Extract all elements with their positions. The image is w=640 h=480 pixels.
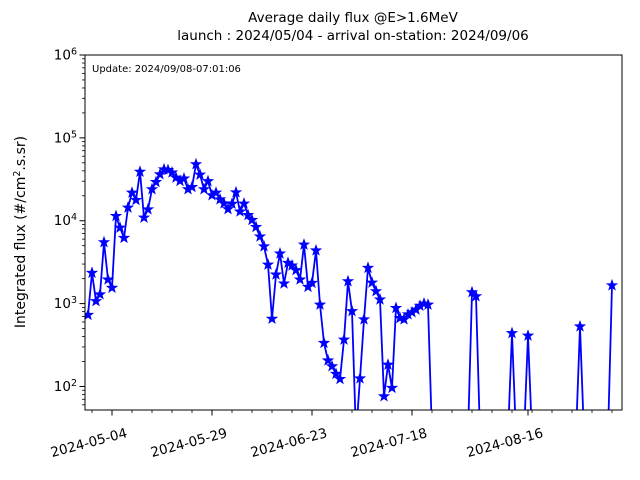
star-marker: [357, 312, 371, 325]
x-axis-major-ticks: 2024-05-04 2024-05-29 2024-06-23 2024-07-18…: [49, 410, 545, 461]
star-marker: [269, 268, 283, 280]
star-marker: [369, 284, 383, 297]
y-axis-label: Integrated flux (#/cm2.s.sr): [12, 136, 29, 328]
star-marker: [257, 239, 271, 252]
star-marker: [93, 287, 107, 300]
star-marker: [141, 202, 155, 215]
star-marker: [85, 308, 95, 321]
star-marker: [229, 185, 243, 198]
star-marker: [373, 293, 387, 305]
star-marker: [225, 197, 239, 210]
star-marker: [137, 211, 151, 223]
star-marker: [397, 312, 411, 325]
update-timestamp-annotation: Update: 2024/09/08-07:01:06: [92, 64, 241, 75]
star-marker: [145, 182, 159, 195]
flux-line: [87, 163, 613, 410]
star-marker: [341, 274, 355, 287]
star-marker: [89, 294, 103, 307]
star-marker: [573, 319, 587, 332]
x-tick-label: 2024-05-29: [149, 425, 229, 461]
y-tick-label: 105: [54, 129, 77, 146]
star-marker: [177, 172, 191, 184]
chart-title: Average daily flux @E>1.6MeV: [248, 10, 458, 26]
star-marker: [261, 258, 275, 270]
star-marker: [321, 353, 335, 366]
star-marker: [421, 298, 435, 310]
star-marker: [149, 175, 163, 188]
y-tick-label: 104: [54, 212, 77, 229]
y-tick-label: 103: [54, 295, 77, 312]
star-marker: [377, 389, 391, 402]
star-marker: [189, 157, 203, 170]
star-marker: [165, 166, 179, 178]
star-marker: [233, 205, 247, 217]
star-marker: [289, 263, 303, 276]
star-marker: [309, 243, 323, 256]
star-marker: [221, 202, 235, 215]
star-marker: [197, 182, 211, 195]
x-tick-label: 2024-08-16: [465, 425, 545, 461]
star-marker: [345, 304, 359, 317]
star-marker: [185, 180, 199, 193]
star-marker: [121, 201, 135, 213]
y-tick-label: 102: [54, 378, 77, 395]
star-marker: [305, 276, 319, 289]
star-marker: [85, 266, 99, 279]
star-marker: [605, 278, 619, 291]
star-marker: [353, 371, 367, 384]
star-marker: [129, 193, 143, 206]
y-axis-minor-ticks: [82, 58, 85, 406]
star-marker: [505, 326, 519, 339]
star-marker: [361, 261, 375, 274]
x-tick-label: 2024-05-04: [49, 425, 129, 461]
star-marker: [193, 168, 207, 180]
star-marker: [285, 259, 299, 271]
star-marker: [277, 277, 291, 289]
star-marker: [521, 329, 535, 341]
star-marker: [241, 208, 255, 221]
star-marker: [381, 358, 395, 370]
star-marker: [125, 186, 139, 198]
x-tick-label: 2024-06-23: [249, 425, 329, 461]
star-marker: [105, 281, 119, 294]
data-series: [85, 157, 619, 410]
star-marker: [389, 301, 403, 314]
star-marker: [333, 372, 347, 385]
star-marker: [153, 167, 167, 180]
star-marker: [273, 247, 287, 259]
y-axis-major-ticks: 102 103 104 105 106: [54, 47, 85, 395]
star-marker: [101, 273, 115, 285]
star-marker: [385, 381, 399, 394]
x-axis-minor-ticks: [91, 410, 613, 413]
star-marker: [253, 230, 267, 242]
star-marker: [317, 336, 331, 349]
star-marker: [209, 186, 223, 198]
star-marker: [325, 359, 339, 372]
plot-area: 2024-05-04 2024-05-29 2024-06-23 2024-07-18…: [49, 47, 623, 461]
star-marker: [337, 333, 351, 345]
star-marker: [293, 273, 307, 285]
star-marker: [201, 174, 215, 187]
star-marker: [365, 276, 379, 288]
star-marker: [133, 165, 147, 177]
x-tick-label: 2024-07-18: [349, 425, 429, 461]
star-marker: [97, 235, 111, 248]
star-marker: [113, 221, 127, 233]
star-marker: [265, 312, 279, 325]
star-marker: [109, 209, 123, 222]
star-marker: [297, 238, 311, 250]
star-marker: [329, 367, 343, 380]
star-marker: [117, 231, 131, 244]
star-marker: [469, 289, 483, 302]
axes-spines: [84, 54, 623, 411]
star-marker: [245, 213, 259, 226]
flux-markers: [85, 157, 619, 402]
chart-subtitle: launch : 2024/05/04 - arrival on-station…: [177, 28, 529, 44]
y-tick-label: 106: [54, 47, 77, 64]
star-marker: [249, 220, 263, 233]
star-marker: [313, 298, 327, 310]
star-marker: [237, 197, 251, 209]
